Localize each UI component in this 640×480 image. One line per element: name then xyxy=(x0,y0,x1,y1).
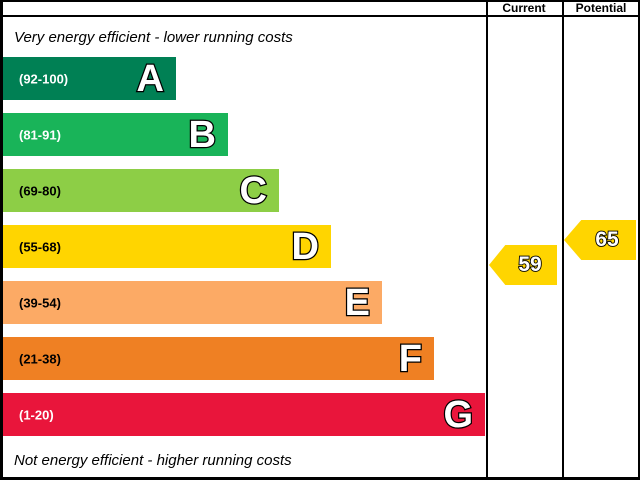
bottom-border xyxy=(0,477,640,480)
band-b-range: (81-91) xyxy=(19,127,61,142)
band-e: (39-54) E xyxy=(3,281,382,324)
header-underline xyxy=(0,15,640,17)
band-c-range: (69-80) xyxy=(19,183,61,198)
band-d-letter: D xyxy=(290,225,320,268)
right-border xyxy=(638,0,640,480)
band-a: (92-100) A xyxy=(3,57,176,100)
left-border xyxy=(0,0,3,480)
band-c-letter: C xyxy=(238,169,268,212)
band-b: (81-91) B xyxy=(3,113,228,156)
band-f-letter: F xyxy=(398,337,424,380)
band-d: (55-68) D xyxy=(3,225,331,268)
potential-rating-value: 65 xyxy=(594,227,619,252)
band-e-range: (39-54) xyxy=(19,295,61,310)
top-border xyxy=(0,0,640,2)
band-g-range: (1-20) xyxy=(19,407,54,422)
current-column-divider xyxy=(486,0,488,480)
current-column-header: Current xyxy=(502,0,546,15)
band-e-letter: E xyxy=(343,281,371,324)
rating-bands: (92-100) A (81-91) B (69-80) C (55-68) D… xyxy=(3,57,485,449)
bottom-caption: Not energy efficient - higher running co… xyxy=(14,452,292,469)
potential-column-header: Potential xyxy=(575,0,627,15)
current-rating-arrow: 59 xyxy=(489,245,557,285)
potential-rating-arrow: 65 xyxy=(564,220,636,260)
band-d-range: (55-68) xyxy=(19,239,61,254)
potential-column-divider xyxy=(562,0,564,480)
band-f-range: (21-38) xyxy=(19,351,61,366)
top-caption: Very energy efficient - lower running co… xyxy=(14,29,293,46)
current-rating-value: 59 xyxy=(517,252,542,277)
band-f: (21-38) F xyxy=(3,337,434,380)
band-g: (1-20) G xyxy=(3,393,485,436)
band-a-letter: A xyxy=(135,57,165,100)
band-c: (69-80) C xyxy=(3,169,279,212)
band-a-range: (92-100) xyxy=(19,71,69,86)
band-b-letter: B xyxy=(187,113,217,156)
band-g-letter: G xyxy=(442,393,474,436)
